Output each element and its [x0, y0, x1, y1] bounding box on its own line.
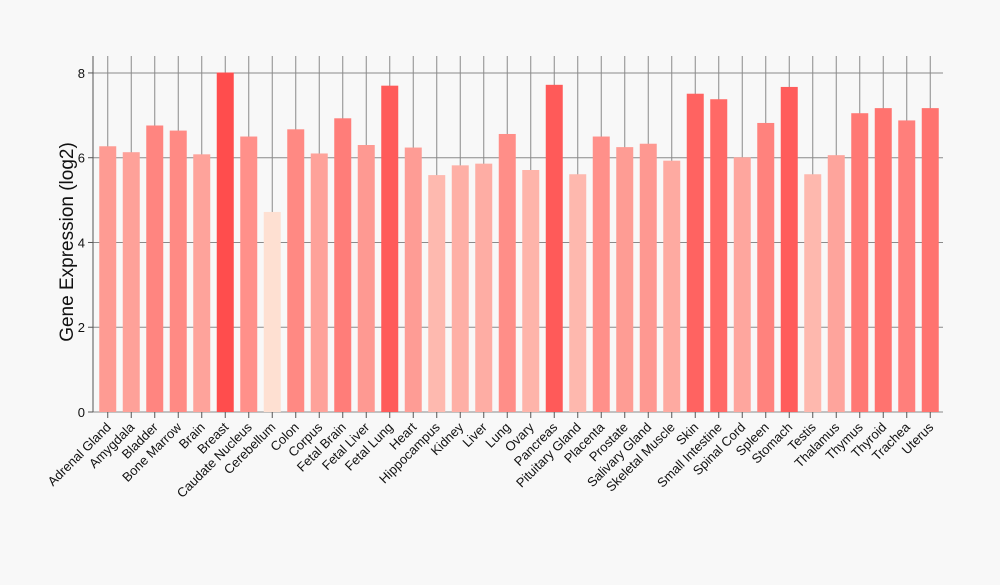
- bar: [921, 108, 939, 412]
- bar: [310, 153, 328, 412]
- bar: [240, 136, 258, 412]
- bar: [757, 122, 775, 412]
- bar: [146, 125, 164, 412]
- x-tick-label: Liver: [459, 419, 490, 450]
- bar: [663, 160, 681, 412]
- bar: [874, 108, 892, 412]
- bar: [545, 84, 563, 413]
- bar: [827, 155, 845, 412]
- bar: [522, 170, 540, 412]
- bar: [193, 154, 211, 413]
- bar: [616, 147, 634, 412]
- bar: [381, 85, 399, 413]
- y-axis-label: Gene Expression (log2): [57, 142, 78, 342]
- bar: [804, 174, 822, 412]
- bar: [498, 133, 516, 412]
- bar-layer: [99, 72, 939, 413]
- bar: [898, 120, 916, 413]
- bar: [780, 86, 798, 412]
- bar: [851, 113, 869, 412]
- bar: [592, 136, 610, 412]
- bar: [334, 118, 352, 413]
- y-tick-label: 4: [78, 235, 85, 250]
- bar: [569, 174, 587, 412]
- bar: [475, 163, 493, 412]
- bar: [686, 93, 704, 412]
- bar: [451, 165, 469, 412]
- bar: [639, 143, 657, 412]
- bar: [404, 147, 422, 413]
- bar: [357, 145, 375, 412]
- bar: [122, 152, 140, 412]
- bar: [99, 146, 117, 412]
- bar: [169, 130, 187, 413]
- bar: [216, 72, 234, 413]
- bar: [263, 211, 281, 412]
- y-tick-label: 8: [78, 66, 85, 81]
- bar: [733, 157, 751, 412]
- y-tick-label: 2: [78, 320, 85, 335]
- bar: [287, 129, 305, 413]
- bar: [710, 99, 728, 412]
- y-tick-label: 6: [78, 151, 85, 166]
- bar: [428, 175, 446, 412]
- y-tick-label: 0: [78, 405, 85, 420]
